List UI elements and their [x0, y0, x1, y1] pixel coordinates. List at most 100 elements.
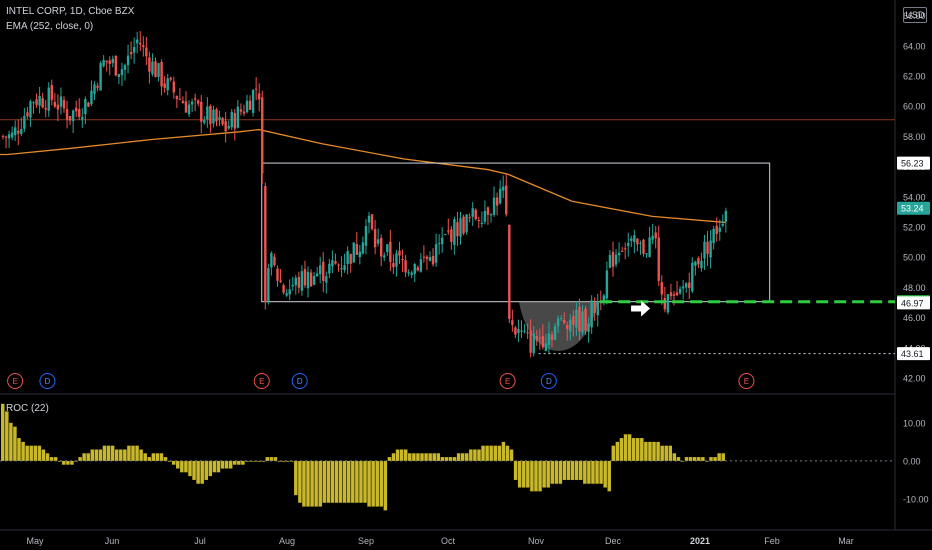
candle[interactable] [529, 319, 532, 358]
candle[interactable] [608, 249, 612, 269]
roc-bar[interactable] [420, 453, 424, 461]
candle[interactable] [166, 74, 169, 96]
candle[interactable] [709, 230, 712, 269]
roc-bar[interactable] [273, 457, 278, 461]
candle[interactable] [468, 213, 471, 223]
candle[interactable] [550, 331, 554, 348]
candle[interactable] [483, 200, 487, 225]
candle[interactable] [319, 256, 322, 284]
roc-bar[interactable] [424, 453, 428, 461]
roc-bar[interactable] [371, 460, 375, 507]
dividend-marker[interactable]: D [540, 373, 557, 389]
roc-bar[interactable] [599, 460, 603, 484]
roc-bar[interactable] [192, 460, 196, 480]
candle[interactable] [75, 100, 78, 117]
candle[interactable] [343, 253, 346, 273]
roc-bar[interactable] [546, 460, 550, 488]
candle[interactable] [78, 98, 81, 121]
candle[interactable] [526, 323, 529, 340]
roc-bar[interactable] [391, 453, 396, 461]
candle[interactable] [184, 91, 188, 113]
roc-bar[interactable] [668, 445, 673, 461]
roc-bar[interactable] [9, 422, 13, 461]
candle[interactable] [535, 330, 538, 346]
candle[interactable] [245, 94, 249, 114]
candle[interactable] [215, 107, 218, 127]
roc-bar[interactable] [302, 460, 306, 507]
roc-bar[interactable] [94, 449, 99, 461]
candle[interactable] [675, 280, 679, 297]
candle[interactable] [538, 328, 541, 350]
candle[interactable] [450, 226, 453, 250]
roc-bar[interactable] [216, 460, 221, 473]
roc-bar[interactable] [570, 460, 575, 480]
roc-bar[interactable] [346, 460, 351, 503]
candle[interactable] [639, 240, 642, 255]
candle[interactable] [120, 62, 124, 86]
candle[interactable] [270, 251, 273, 276]
candle[interactable] [419, 253, 423, 273]
candle[interactable] [669, 283, 673, 301]
candle[interactable] [581, 305, 584, 336]
candle[interactable] [456, 211, 459, 247]
roc-bar[interactable] [298, 460, 302, 503]
candle[interactable] [129, 41, 133, 60]
roc-bar[interactable] [53, 457, 58, 461]
candle[interactable] [593, 297, 596, 321]
candle[interactable] [108, 56, 111, 76]
roc-bar[interactable] [322, 460, 327, 503]
candle[interactable] [410, 270, 413, 279]
candle[interactable] [23, 107, 26, 133]
candle[interactable] [306, 266, 310, 298]
candle[interactable] [7, 130, 11, 148]
currency-button[interactable]: USD [903, 7, 927, 23]
earnings-marker[interactable]: E [738, 373, 755, 389]
candle[interactable] [309, 269, 313, 287]
roc-bar[interactable] [155, 453, 160, 461]
roc-bar[interactable] [281, 460, 286, 462]
candle[interactable] [20, 117, 23, 137]
roc-bar[interactable] [623, 434, 628, 461]
roc-bar[interactable] [176, 460, 180, 469]
roc-bar[interactable] [257, 460, 261, 462]
candle[interactable] [422, 245, 426, 263]
candle[interactable] [471, 201, 474, 226]
roc-bar[interactable] [713, 457, 717, 461]
candle[interactable] [117, 73, 121, 85]
roc-bar[interactable] [147, 457, 152, 461]
earnings-marker[interactable]: E [253, 373, 270, 389]
candle[interactable] [407, 269, 410, 277]
candle[interactable] [261, 90, 264, 185]
candle[interactable] [630, 235, 633, 248]
candle[interactable] [41, 92, 44, 109]
roc-bar[interactable] [530, 460, 534, 492]
candle[interactable] [462, 214, 465, 236]
candle[interactable] [47, 82, 50, 117]
candle[interactable] [315, 266, 319, 277]
candle[interactable] [520, 320, 523, 338]
earnings-marker[interactable]: E [499, 373, 516, 389]
roc-bar[interactable] [310, 460, 314, 507]
candle[interactable] [352, 242, 355, 263]
candle[interactable] [666, 293, 670, 315]
candle[interactable] [288, 279, 291, 301]
candle[interactable] [544, 333, 548, 352]
candle[interactable] [282, 283, 285, 295]
candle[interactable] [633, 229, 636, 254]
candle[interactable] [386, 244, 389, 256]
roc-bar[interactable] [163, 457, 168, 461]
candle[interactable] [480, 211, 484, 228]
roc-bar[interactable] [408, 453, 412, 461]
candle[interactable] [53, 93, 57, 109]
roc-bar[interactable] [110, 445, 115, 461]
dividend-marker[interactable]: D [291, 373, 308, 389]
dividend-marker[interactable]: D [39, 373, 56, 389]
roc-bar[interactable] [359, 460, 363, 503]
candle[interactable] [331, 250, 334, 274]
roc-bar[interactable] [208, 460, 213, 477]
candle[interactable] [96, 82, 99, 92]
candle[interactable] [139, 31, 142, 52]
candle[interactable] [172, 76, 175, 99]
candle[interactable] [416, 265, 419, 272]
